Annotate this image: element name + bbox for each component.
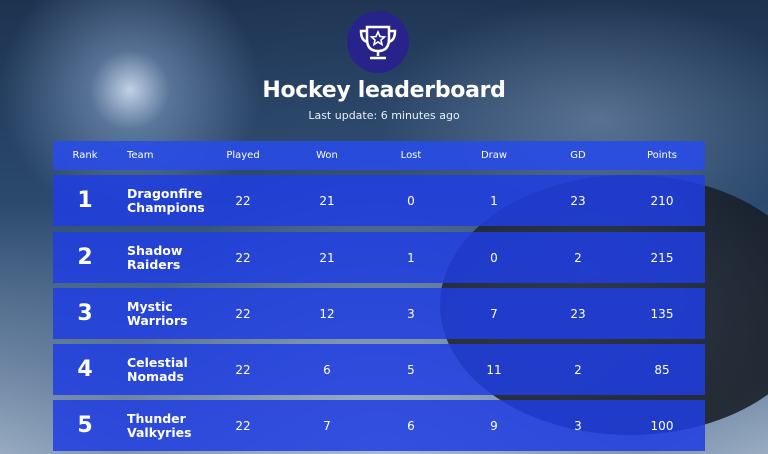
stat-cell: 5 [407,362,415,377]
header-row: Rank Team Played Won Lost Draw GD Points [53,141,705,170]
rank: 1 [77,188,93,213]
stat-cell: 0 [490,250,498,265]
trophy-icon [359,25,397,60]
stat-cell: 21 [319,250,335,265]
column-header: Team [127,150,154,161]
team-name: Celestial Nomads [127,354,188,384]
title: Hockey leaderboard [262,78,506,103]
column-header: Lost [400,150,422,161]
stat-cell: 6 [407,418,415,433]
stat-cell: 9 [490,418,498,433]
stat-cell: 22 [235,362,251,377]
stat-cell: 100 [650,418,674,433]
trophy-badge [347,11,409,73]
stat-cell: 135 [650,306,674,321]
column-header: GD [570,150,586,161]
stat-cell: 2 [574,362,582,377]
stat-cell: 22 [235,418,251,433]
stat-cell: 22 [235,306,251,321]
rank: 4 [77,357,93,382]
column-header: Rank [72,150,98,161]
team-name: Mystic Warriors [127,298,188,328]
stat-cell: 21 [319,193,335,208]
stat-cell: 3 [574,418,582,433]
column-header: Points [646,150,678,161]
stat-cell: 22 [235,250,251,265]
stat-cell: 0 [407,193,415,208]
stat-cell: 6 [323,362,331,377]
stat-cell: 7 [490,306,498,321]
stat-cell: 12 [319,306,335,321]
team-row: 2 Shadow Raiders 22 21 1 0 2 215 [53,232,705,283]
stat-cell: 215 [650,250,674,265]
column-header: Played [226,150,260,161]
rank: 5 [77,413,93,438]
team-name: Shadow Raiders [127,242,183,272]
rank: 2 [77,245,93,270]
stat-cell: 210 [650,193,674,208]
team-row: 1 Dragonfire Champions 22 21 0 1 23 210 [53,175,705,226]
rank: 3 [77,301,93,326]
column-header: Won [316,150,338,161]
team-name: Dragonfire Champions [127,185,205,215]
stat-cell: 23 [570,306,586,321]
team-row: 5 Thunder Valkyries 22 7 6 9 3 100 [53,400,705,451]
team-row: 4 Celestial Nomads 22 6 5 11 2 85 [53,344,705,395]
stat-cell: 85 [654,362,670,377]
stat-cell: 11 [486,362,502,377]
stat-cell: 1 [407,250,415,265]
stat-cell: 23 [570,193,586,208]
team-name: Thunder Valkyries [127,410,192,440]
subtitle: Last update: 6 minutes ago [308,109,460,122]
stat-cell: 7 [323,418,331,433]
team-row: 3 Mystic Warriors 22 12 3 7 23 135 [53,288,705,339]
stat-cell: 3 [407,306,415,321]
stat-cell: 22 [235,193,251,208]
stat-cell: 1 [490,193,498,208]
column-header: Draw [480,150,508,161]
stat-cell: 2 [574,250,582,265]
